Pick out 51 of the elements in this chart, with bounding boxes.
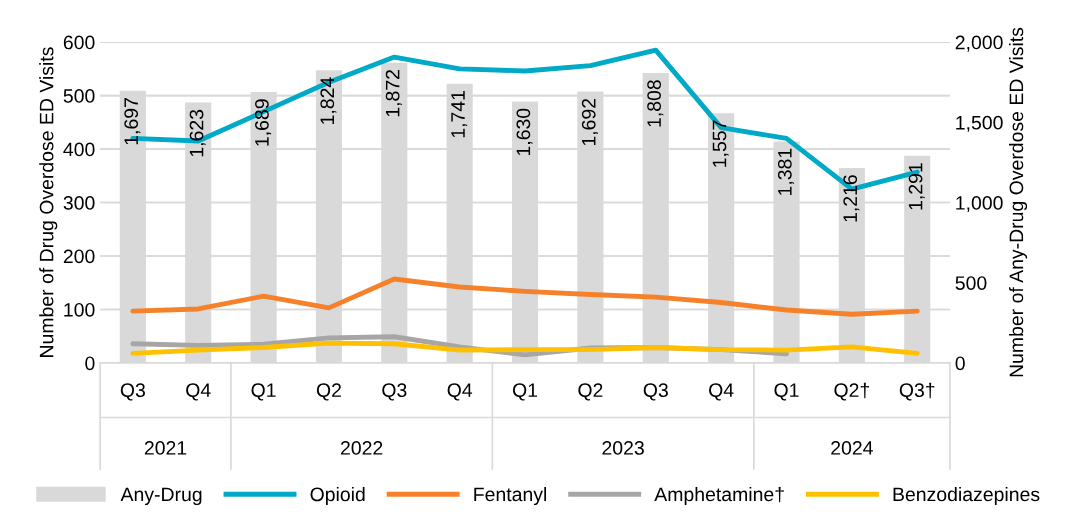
data-label: 1,872 [385,70,402,117]
y-tick-label: 500 [63,89,95,103]
x-tick-label: Q2 [316,383,341,401]
data-label: 1,557 [712,120,729,167]
x-tick-label: Q2 [578,383,603,401]
x-tick-label: Q1 [251,383,276,401]
legend-label: Benzodiazepines [893,486,1040,506]
legend-label: Any-Drug [120,487,202,506]
text: 2021 [144,441,187,455]
y2-tick-label: 500 [955,276,987,290]
y2-tick-label: 1,000 [956,196,1003,213]
y-tick-label: 0 [85,356,95,371]
text: 2024 [831,441,873,455]
data-label: 1,381 [777,148,795,196]
y-axis-title: Number of Drug Overdose ED Visits [39,47,58,357]
x-tick-label: Q3 [120,383,145,401]
x-tick-label: Q3 [643,383,668,401]
x-tick-label: Q1 [774,383,799,401]
y2-tick-label: 2,000 [955,35,1003,52]
y-tick-label: 400 [63,142,95,157]
x-tick-label: Q4 [186,383,211,401]
data-label: 1,689 [255,99,272,146]
text: 2022 [340,441,383,455]
y-tick-label: 600 [63,35,95,50]
data-label: 1,808 [647,80,664,127]
y2-tick-label: 1,500 [956,115,1003,132]
legend-label: Fentanyl [474,486,547,506]
legend-label: Amphetamine† [654,486,784,506]
data-label: 1,824 [320,77,337,124]
legend-label: Opioid [310,486,365,506]
data-label: 1,291 [908,163,925,210]
y2-tick-label: 0 [955,356,965,371]
data-label: 1,741 [451,91,468,138]
data-label: 1,623 [189,109,206,157]
y2-axis-title: Number of Any-Drug Overdose ED Visits [1008,27,1028,377]
y-tick-label: 100 [64,302,95,317]
x-tick-label: Q4 [447,383,473,401]
y-tick-label: 200 [63,249,95,264]
x-tick-label: Q3† [899,382,935,401]
data-label: 1,630 [516,108,533,156]
line-series [130,276,920,317]
text: 2023 [602,441,644,455]
x-tick-label: Q2† [834,382,869,401]
x-tick-label: Q4 [709,383,734,401]
data-label: 1,692 [581,98,598,146]
x-tick-label: Q3 [382,383,407,401]
y-tick-label: 300 [63,196,95,210]
x-tick-label: Q1 [512,383,538,401]
line-series [130,340,920,356]
data-label: 1,216 [843,175,860,222]
data-label: 1,697 [124,98,141,145]
